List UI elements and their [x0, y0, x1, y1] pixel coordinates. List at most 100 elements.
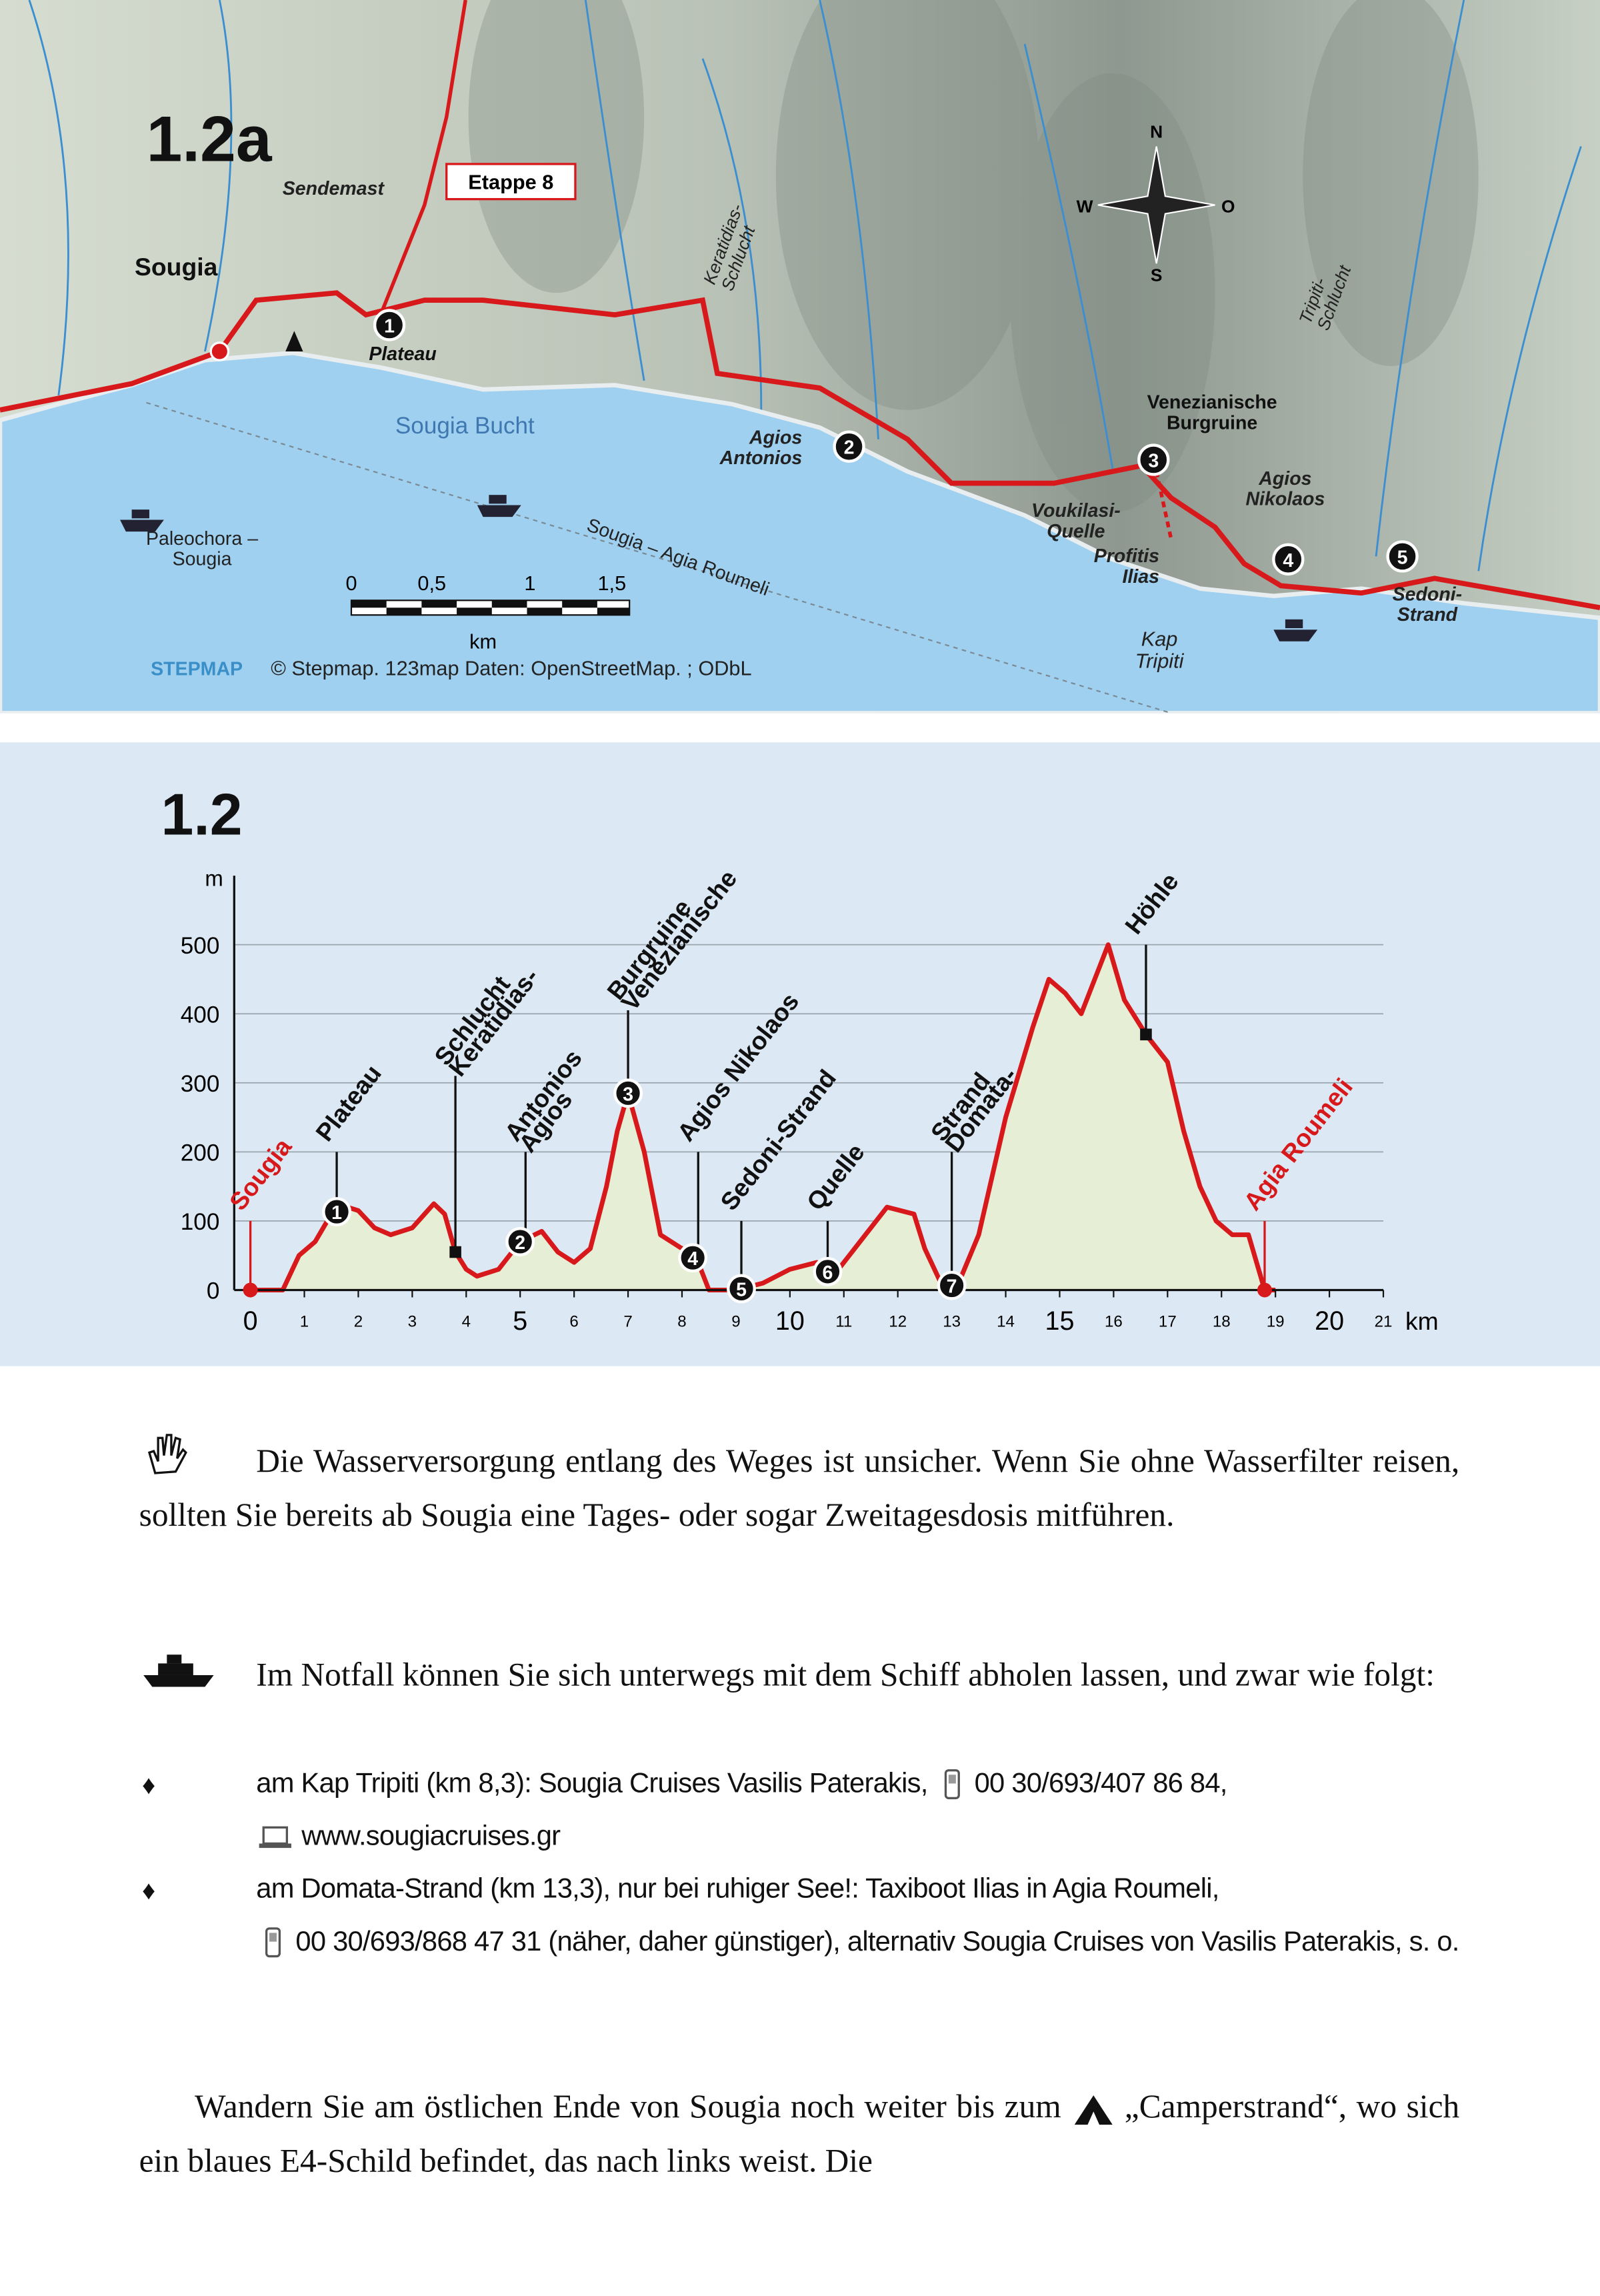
waypoint-label: 6: [823, 1262, 833, 1284]
y-tick-label: 100: [181, 1209, 220, 1235]
x-tick-label: 20: [1315, 1306, 1344, 1336]
laptop-icon: [259, 1826, 291, 1849]
ship-icon: [143, 1654, 214, 1687]
x-tick-label: 3: [408, 1312, 417, 1330]
x-tick-label: 15: [1045, 1306, 1074, 1336]
y-tick-label: 0: [207, 1278, 220, 1304]
x-tick-label: 2: [354, 1312, 363, 1330]
rivers: [28, 0, 1582, 571]
waypoint-label: 1: [384, 315, 395, 337]
x-tick-label: 0: [243, 1306, 258, 1336]
poi-marker: [1140, 1028, 1152, 1041]
scale-label: 0: [345, 571, 357, 595]
waypoint-label: 5: [1397, 547, 1408, 568]
map-label: Sedoni-: [1393, 584, 1463, 605]
compass: [1097, 146, 1215, 264]
waypoint-label: 4: [687, 1248, 698, 1270]
credit: © Stepmap. 123map Daten: OpenStreetMap. …: [271, 656, 751, 680]
side-path: [1154, 471, 1173, 539]
phone-icon: [265, 1927, 281, 1958]
y-axis-label: m: [205, 866, 223, 890]
waypoint-marker: [373, 309, 406, 341]
waypoint-marker: [613, 1078, 643, 1108]
route: [0, 290, 1600, 611]
compass-letter: S: [1151, 265, 1163, 285]
walk-end: „Camperstrand“, wo sich ein blaues E4-Sc…: [139, 2088, 1460, 2179]
start-point: [209, 341, 230, 361]
annotation-label: Venezianische: [615, 864, 742, 1016]
x-tick-label: 17: [1159, 1312, 1177, 1330]
map-label: Agios: [749, 427, 802, 448]
phone-icon: [944, 1769, 960, 1800]
profile-panel: 1.2 m km 0 100 200 300 400 500 0 1 2 3 4 5 6 7 8 9 10 11 1…: [0, 742, 1600, 1366]
x-tick-label: 13: [943, 1312, 961, 1330]
bullet: ♦: [141, 1770, 155, 1800]
credit-brand: STEPMAP: [151, 658, 243, 680]
website: www.sougiacruises.gr: [301, 1821, 561, 1853]
map-label: Agios: [1258, 468, 1311, 489]
map-label: Ilias: [1123, 566, 1160, 588]
waypoint-label: 2: [844, 437, 855, 459]
annotation-label: Quelle: [801, 1138, 870, 1216]
waypoint-label: 3: [623, 1084, 633, 1105]
boat-option: ♦ am Domata-Strand (km 13,3), nur bei ru…: [139, 1864, 1459, 1969]
camp-icon: [285, 331, 303, 351]
scale-bar: [350, 600, 631, 616]
compass-letter: N: [1150, 121, 1163, 141]
x-tick-label: 7: [623, 1312, 632, 1330]
ferry-line: [146, 401, 1171, 714]
hand-icon: [147, 1434, 187, 1474]
map-label: Antonios: [719, 447, 803, 469]
sea: [0, 350, 1600, 714]
x-tick-label: 6: [569, 1312, 578, 1330]
map-label: Burgruine: [1167, 412, 1257, 433]
y-tick-label: 200: [181, 1140, 220, 1166]
poi-marker: [449, 1246, 461, 1258]
scale-label: 0,5: [417, 571, 446, 595]
x-tick-label: 12: [889, 1312, 907, 1330]
map-label: Tripiti: [1135, 649, 1185, 672]
end-point: [243, 1282, 258, 1298]
x-tick-label: 19: [1267, 1312, 1285, 1330]
map-label: Sougia: [173, 549, 232, 570]
map-label: Paleochora –: [146, 528, 258, 549]
waypoint-marker: [833, 430, 865, 463]
phone: 00 30/693/868 47 31 (näher, daher günsti…: [295, 1927, 1459, 1958]
x-axis-label: km: [1405, 1307, 1439, 1335]
x-tick-label: 9: [731, 1312, 740, 1330]
chart-title: 1.2: [161, 782, 243, 848]
phone: 00 30/693/407 86 84,: [974, 1769, 1228, 1800]
waypoint-marker: [1272, 543, 1305, 576]
map-label: Sendemast: [283, 178, 385, 199]
x-tick-label: 10: [775, 1306, 805, 1336]
compass-letter: W: [1077, 196, 1093, 216]
scale-label: 1,5: [597, 571, 626, 595]
waypoint-marker: [1386, 540, 1419, 573]
stage-label: Etappe 8: [468, 170, 553, 193]
map-label: Strand: [1397, 604, 1458, 626]
map-label: Venezianische: [1147, 392, 1277, 413]
map-label: Quelle: [1047, 521, 1105, 542]
x-tick-label: 16: [1105, 1312, 1123, 1330]
y-tick-label: 300: [181, 1071, 220, 1097]
x-tick-label: 5: [513, 1306, 527, 1336]
annotation-label: Plateau: [310, 1060, 387, 1146]
y-tick-label: 400: [181, 1002, 220, 1028]
bullet: ♦: [141, 1875, 155, 1905]
scale-label: 1: [524, 571, 535, 595]
annotation-label: Höhle: [1119, 868, 1184, 940]
boat-option: ♦ am Kap Tripiti (km 8,3): Sougia Cruise…: [139, 1759, 1460, 1864]
y-tick-label: 500: [181, 933, 220, 959]
map-label: Plateau: [369, 343, 437, 365]
waypoint-marker: [727, 1274, 756, 1304]
ferry-icons: [120, 495, 1318, 642]
compass-letter: O: [1221, 196, 1235, 216]
stage-box: [445, 163, 577, 201]
waypoint-label: 1: [331, 1202, 342, 1224]
waypoint-label: 3: [1148, 450, 1159, 471]
profile-fill: [250, 944, 1276, 1290]
option-text: am Domata-Strand (km 13,3), nur bei ruhi…: [256, 1874, 1219, 1905]
map-label: Nikolaos: [1245, 489, 1325, 510]
